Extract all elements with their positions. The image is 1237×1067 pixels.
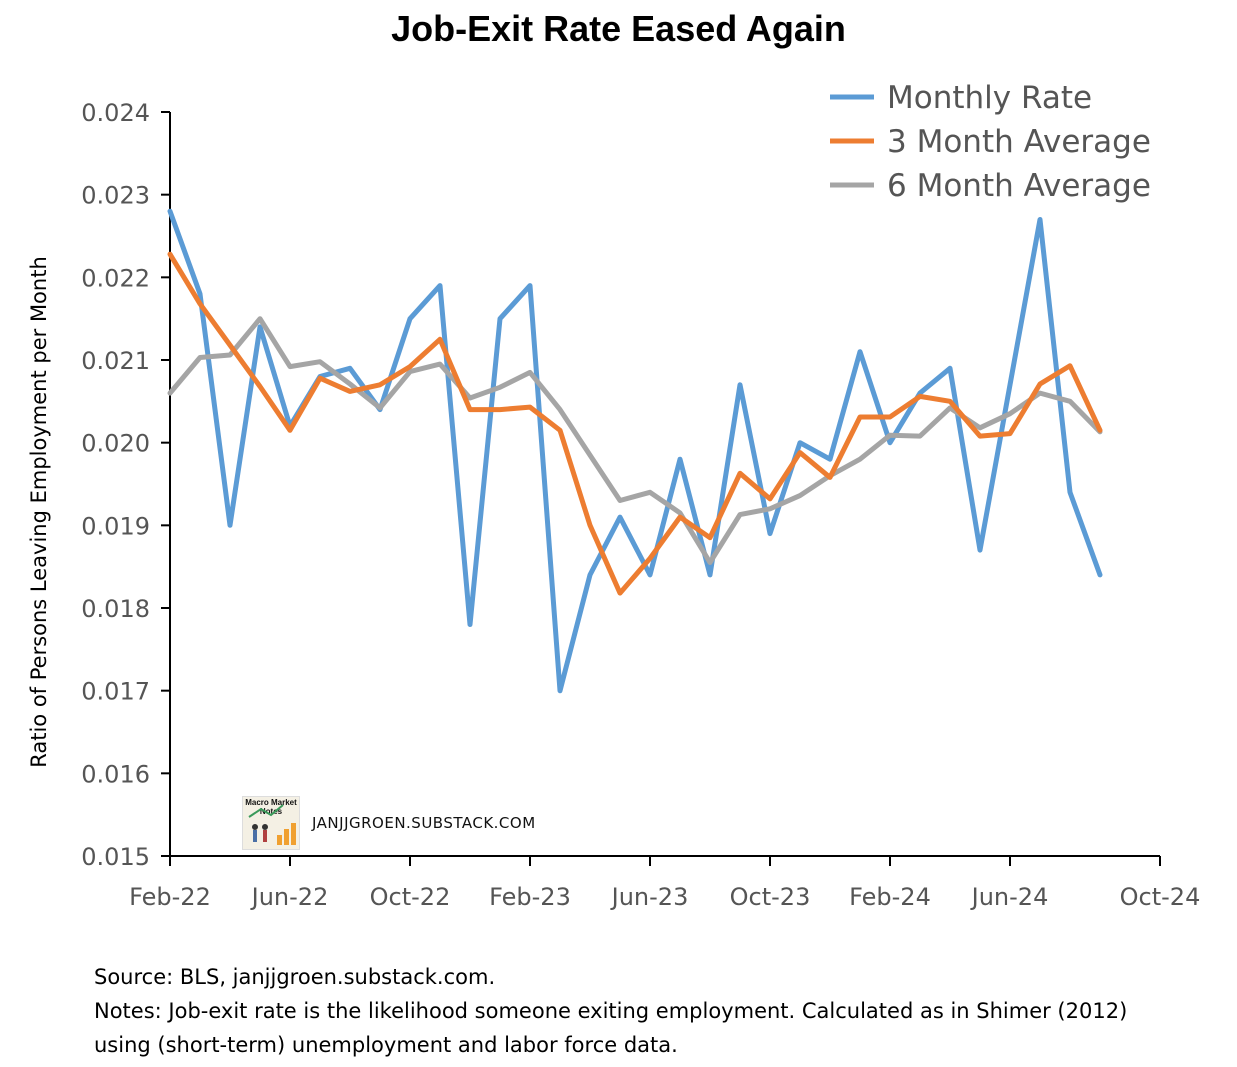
notes-line-1: Notes: Job-exit rate is the likelihood s… xyxy=(94,999,1128,1023)
x-tick-label: Oct-24 xyxy=(1120,883,1201,911)
y-tick-label: 0.023 xyxy=(81,182,150,210)
y-axis-ticks: 0.015 0.016 0.017 0.018 0.019 0.020 0.021 0.022… xyxy=(81,99,170,871)
chart-title: Job-Exit Rate Eased Again xyxy=(391,8,846,49)
y-tick-label: 0.017 xyxy=(81,678,150,706)
x-axis-ticks: Feb-22 Jun-22 Oct-22 Feb-23 Jun-23 Oct-23 Feb-… xyxy=(129,856,1200,911)
watermark-text: JANJJGROEN.SUBSTACK.COM xyxy=(312,814,536,832)
legend-label: 6 Month Average xyxy=(887,168,1151,204)
legend: Monthly Rate 3 Month Average 6 Month Avera… xyxy=(830,80,1151,204)
watermark-logo: Macro Market Notes xyxy=(242,796,300,850)
notes-line-2: using (short-term) unemployment and labo… xyxy=(94,1033,678,1057)
y-tick-label: 0.020 xyxy=(81,430,150,458)
source-note: Source: BLS, janjjgroen.substack.com. xyxy=(94,965,496,989)
legend-label: Monthly Rate xyxy=(887,80,1092,116)
x-tick-label: Jun-24 xyxy=(970,883,1049,911)
x-tick-label: Oct-22 xyxy=(370,883,451,911)
y-tick-label: 0.015 xyxy=(81,843,150,871)
x-tick-label: Oct-23 xyxy=(730,883,811,911)
series-line-3-month-average xyxy=(167,251,1103,596)
y-tick-label: 0.024 xyxy=(81,99,150,127)
y-tick-label: 0.021 xyxy=(81,347,150,375)
x-tick-label: Feb-24 xyxy=(849,883,931,911)
x-tick-label: Feb-22 xyxy=(129,883,211,911)
y-tick-label: 0.016 xyxy=(81,760,150,788)
series-line-monthly-rate xyxy=(167,208,1103,694)
series-lines xyxy=(167,208,1103,694)
axes xyxy=(169,112,1160,857)
y-tick-label: 0.022 xyxy=(81,264,150,292)
y-axis-label: Ratio of Persons Leaving Employment per … xyxy=(27,256,51,768)
legend-label: 3 Month Average xyxy=(887,124,1151,160)
x-tick-label: Jun-22 xyxy=(250,883,329,911)
notes: Source: BLS, janjjgroen.substack.com. No… xyxy=(94,960,1127,1062)
series-line-6-month-average xyxy=(167,316,1103,565)
x-tick-label: Jun-23 xyxy=(610,883,689,911)
x-tick-label: Feb-23 xyxy=(489,883,571,911)
y-tick-label: 0.019 xyxy=(81,512,150,540)
y-tick-label: 0.018 xyxy=(81,595,150,623)
